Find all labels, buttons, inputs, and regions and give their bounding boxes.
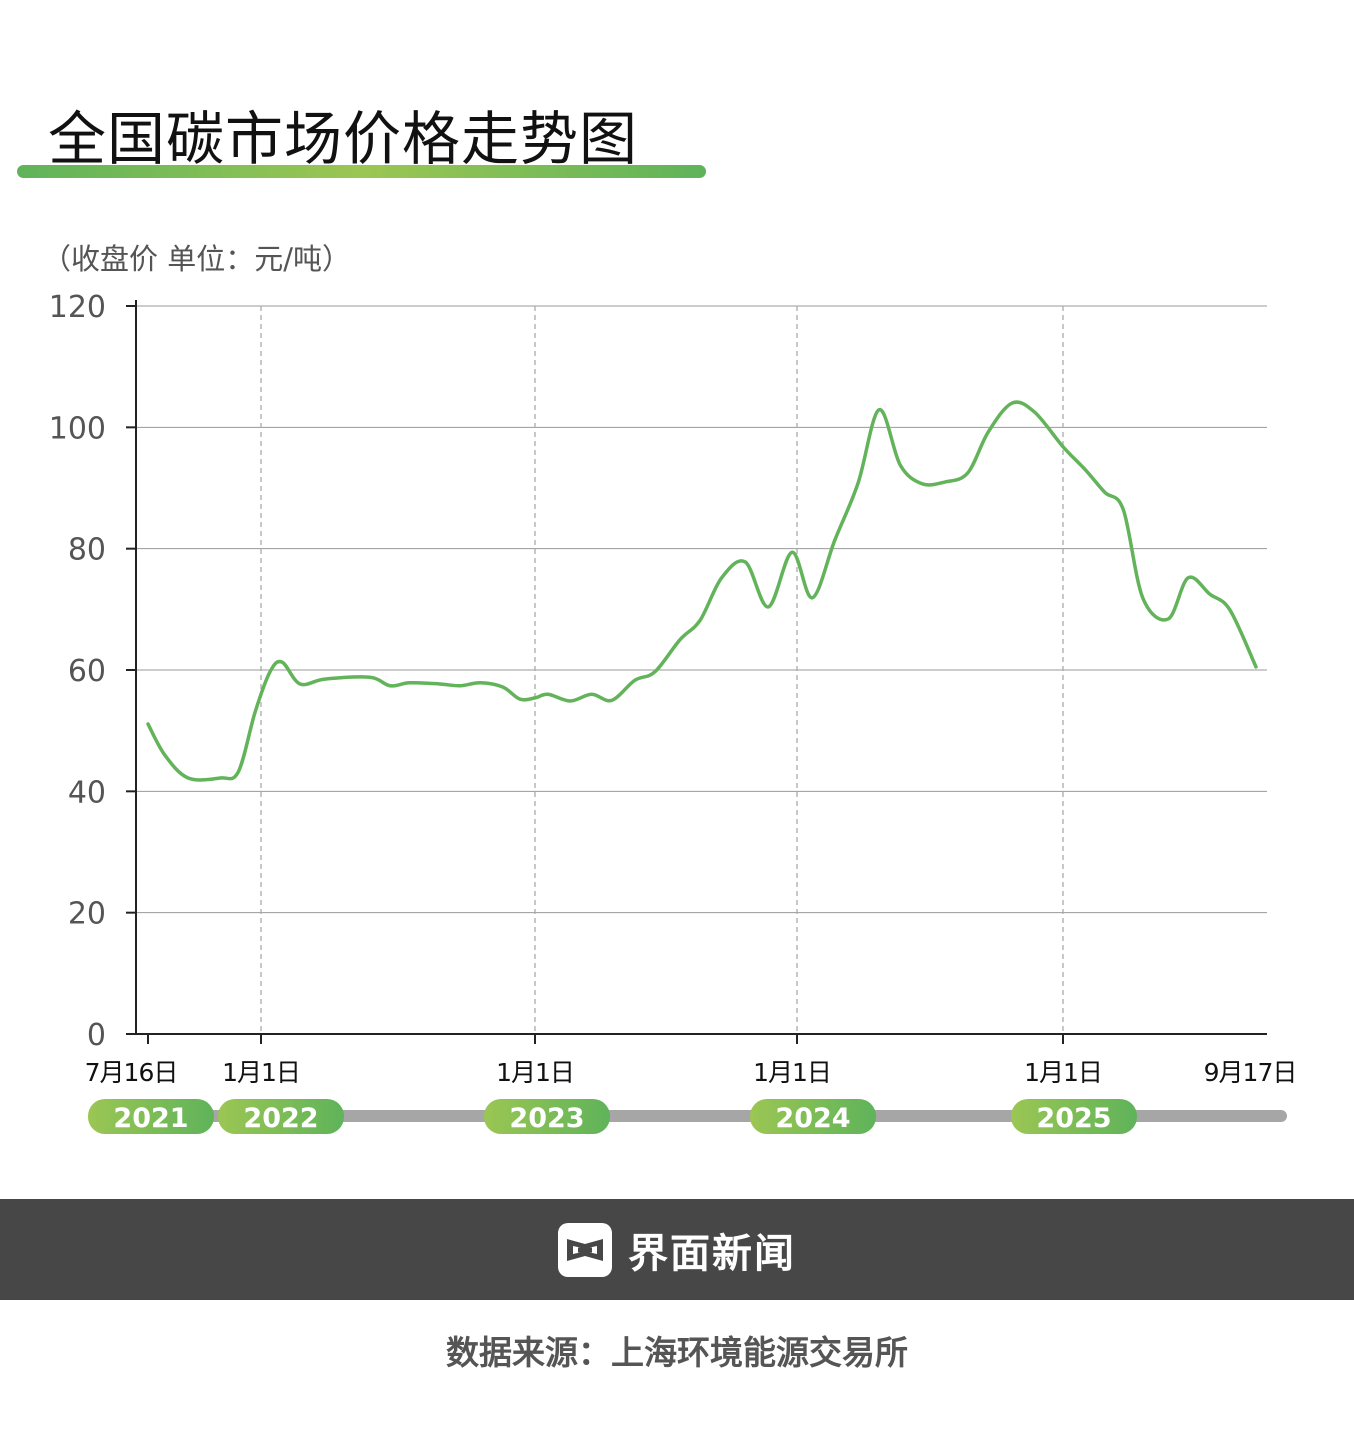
y-tick-label: 100 [49, 411, 106, 446]
line-chart: 0 20 40 60 80 100 120 7月16日 1月1日 1月1日 1月1日 1月1日 9月17… [49, 290, 1297, 1134]
y-tick-label: 20 [68, 897, 106, 932]
year-pill [88, 1099, 214, 1134]
unit-label: （收盘价 单位：元/吨） [42, 242, 351, 276]
chart-title: 全国碳市场价格走势图 [48, 105, 639, 173]
year-pill-label: 2025 [1036, 1103, 1111, 1134]
x-tick-label: 1月1日 [222, 1058, 300, 1087]
year-pill [218, 1099, 344, 1134]
x-tick-label: 1月1日 [496, 1058, 574, 1087]
year-pill-label: 2021 [113, 1103, 188, 1134]
y-tick-label: 60 [68, 654, 106, 689]
year-pill-label: 2022 [243, 1103, 318, 1134]
y-tick-label: 40 [68, 775, 106, 810]
footer-bar: 界面新闻 [0, 1199, 1354, 1300]
brand-name: 界面新闻 [628, 1230, 796, 1277]
y-tick-label: 120 [49, 290, 106, 325]
data-source: 数据来源：上海环境能源交易所 [446, 1333, 908, 1372]
y-tick-label: 80 [68, 533, 106, 568]
x-tick-label: 9月17日 [1204, 1058, 1297, 1087]
year-pill [1011, 1099, 1137, 1134]
x-tick-label: 1月1日 [1024, 1058, 1102, 1087]
title-underline [17, 165, 706, 178]
jiemian-logo-icon [558, 1222, 612, 1277]
year-pill-label: 2024 [775, 1103, 850, 1134]
y-tick-label: 0 [87, 1018, 106, 1053]
year-pill [750, 1099, 876, 1134]
x-tick-label: 7月16日 [85, 1058, 178, 1087]
year-pill-label: 2023 [509, 1103, 584, 1134]
year-pill [484, 1099, 610, 1134]
price-line [146, 400, 1258, 782]
x-tick-label: 1月1日 [753, 1058, 831, 1087]
